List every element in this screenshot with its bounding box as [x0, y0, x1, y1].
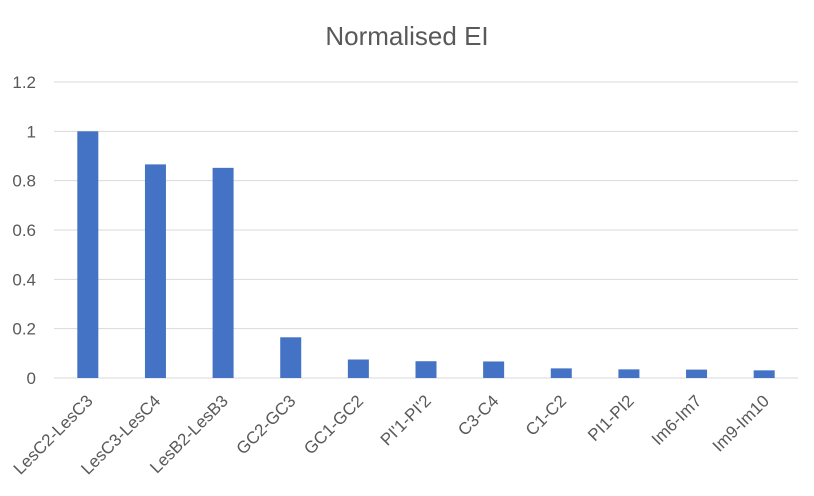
y-tick-label: 0.2 [12, 320, 36, 339]
bar [347, 359, 369, 378]
bar [753, 370, 775, 378]
bar [144, 164, 166, 378]
bar [280, 337, 302, 378]
x-tick-label: Im9-Im10 [709, 391, 773, 455]
y-tick-label: 1.2 [12, 73, 36, 92]
bars [77, 131, 775, 378]
x-tick-label: GC1-GC2 [300, 391, 367, 458]
bar [686, 369, 708, 378]
x-tick-label: PI1-PI2 [584, 391, 638, 445]
bar [618, 369, 640, 378]
x-tick-label: GC2-GC3 [233, 391, 300, 458]
bar [483, 361, 505, 378]
y-tick-label: 1 [27, 122, 36, 141]
bar [550, 368, 572, 378]
y-tick-label: 0 [27, 369, 36, 388]
y-tick-label: 0.8 [12, 172, 36, 191]
x-tick-label: PI'1-PI'2 [377, 391, 435, 449]
bar [415, 361, 437, 378]
x-tick-label: C3-C4 [454, 391, 502, 439]
y-tick-label: 0.4 [12, 270, 36, 289]
y-tick-label: 0.6 [12, 221, 36, 240]
chart-title: Normalised EI [325, 21, 488, 51]
x-tick-label: Im6-Im7 [648, 391, 706, 449]
x-tick-label: C1-C2 [522, 391, 570, 439]
y-axis-tick-labels: 0 0.2 0.4 0.6 0.8 1 1.2 [12, 73, 36, 388]
gridlines [54, 81, 798, 379]
bar [77, 131, 99, 378]
bar [212, 167, 234, 378]
